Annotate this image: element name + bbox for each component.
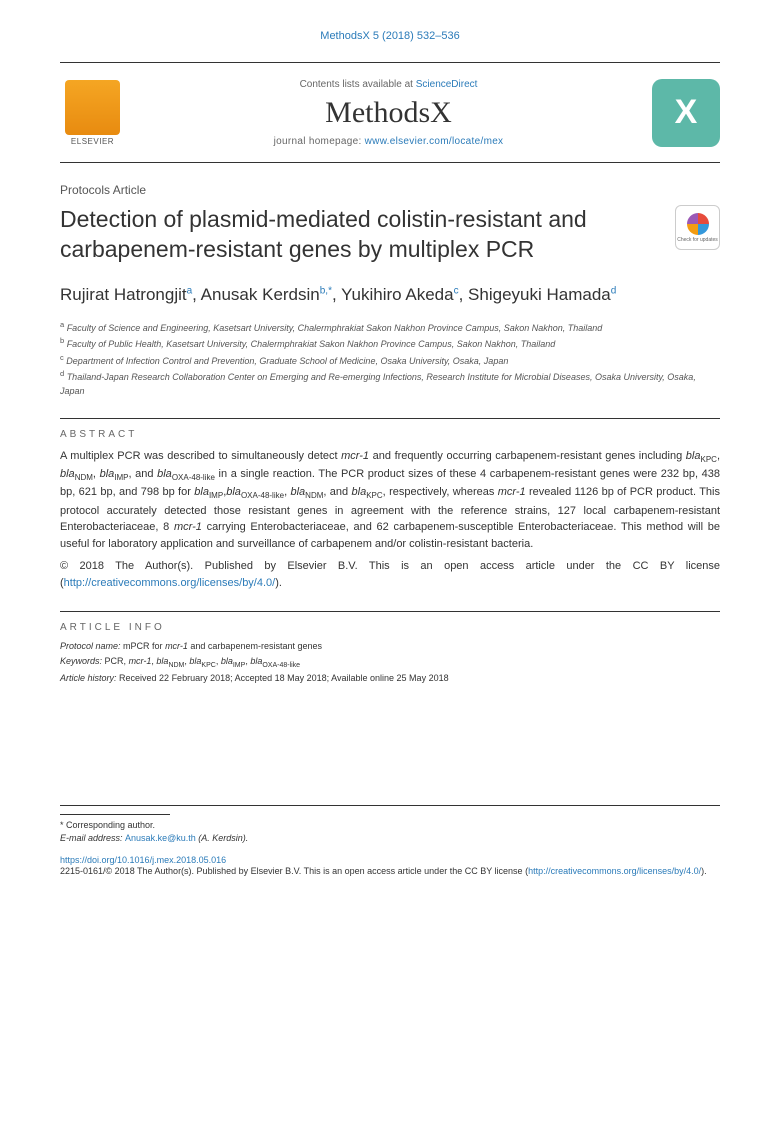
crossmark-icon [687,213,709,235]
article-info-heading: ARTICLE INFO [60,622,720,633]
affiliation-a: a Faculty of Science and Engineering, Ka… [60,319,720,336]
check-updates-badge[interactable]: Check for updates [675,205,720,250]
email-label: E-mail address: [60,833,123,843]
title-row: Detection of plasmid-mediated colistin-r… [60,205,720,265]
homepage-line: journal homepage: www.elsevier.com/locat… [125,136,652,147]
article-type: Protocols Article [60,183,720,197]
keywords-value: PCR, mcr-1, blaNDM, blaKPC, blaIMP, blaO… [105,656,301,666]
doi-link[interactable]: https://doi.org/10.1016/j.mex.2018.05.01… [60,855,226,865]
article-history-line: Article history: Received 22 February 20… [60,671,720,685]
email-link[interactable]: Anusak.ke@ku.th [125,833,196,843]
homepage-link[interactable]: www.elsevier.com/locate/mex [365,136,504,147]
journal-name: MethodsX [125,96,652,130]
affiliation-d: d Thailand-Japan Research Collaboration … [60,368,720,398]
abstract-heading: ABSTRACT [60,418,720,440]
keywords-line: Keywords: PCR, mcr-1, blaNDM, blaKPC, bl… [60,654,720,671]
homepage-prefix: journal homepage: [274,136,365,147]
footnote-divider [60,814,170,815]
header-center: Contents lists available at ScienceDirec… [125,79,652,147]
methodsx-logo-icon[interactable]: X [652,79,720,147]
issn-copyright-line: 2215-0161/© 2018 The Author(s). Publishe… [60,865,720,878]
abstract-copyright: © 2018 The Author(s). Published by Elsev… [60,558,720,591]
keywords-label: Keywords: [60,656,102,666]
email-author: (A. Kerdsin). [198,833,248,843]
doi-line: https://doi.org/10.1016/j.mex.2018.05.01… [60,855,720,865]
protocol-name-label: Protocol name: [60,641,121,651]
abstract-text: A multiplex PCR was described to simulta… [60,448,720,552]
article-info-block: ARTICLE INFO Protocol name: mPCR for mcr… [60,611,720,685]
email-line: E-mail address: Anusak.ke@ku.th (A. Kerd… [60,833,720,843]
elsevier-tree-icon [65,80,120,135]
elsevier-label: ELSEVIER [71,137,114,146]
history-label: Article history: [60,673,117,683]
affiliation-b: b Faculty of Public Health, Kasetsart Un… [60,335,720,352]
article-title: Detection of plasmid-mediated colistin-r… [60,205,675,265]
history-value: Received 22 February 2018; Accepted 18 M… [119,673,449,683]
protocol-name-value: mPCR for mcr-1 and carbapenem-resistant … [123,641,322,651]
affiliations: a Faculty of Science and Engineering, Ka… [60,319,720,399]
header-bar: ELSEVIER Contents lists available at Sci… [60,62,720,163]
elsevier-logo[interactable]: ELSEVIER [60,75,125,150]
contents-available-line: Contents lists available at ScienceDirec… [125,79,652,90]
page-footer: * Corresponding author. E-mail address: … [60,805,720,878]
protocol-name-line: Protocol name: mPCR for mcr-1 and carbap… [60,639,720,653]
contents-prefix: Contents lists available at [300,79,416,90]
authors-list: Rujirat Hatrongjita, Anusak Kerdsinb,*, … [60,283,720,307]
journal-reference: MethodsX 5 (2018) 532–536 [60,30,720,42]
corresponding-author-note: * Corresponding author. [60,820,720,830]
sciencedirect-link[interactable]: ScienceDirect [416,79,478,90]
check-updates-label: Check for updates [677,237,718,243]
affiliation-c: c Department of Infection Control and Pr… [60,352,720,369]
